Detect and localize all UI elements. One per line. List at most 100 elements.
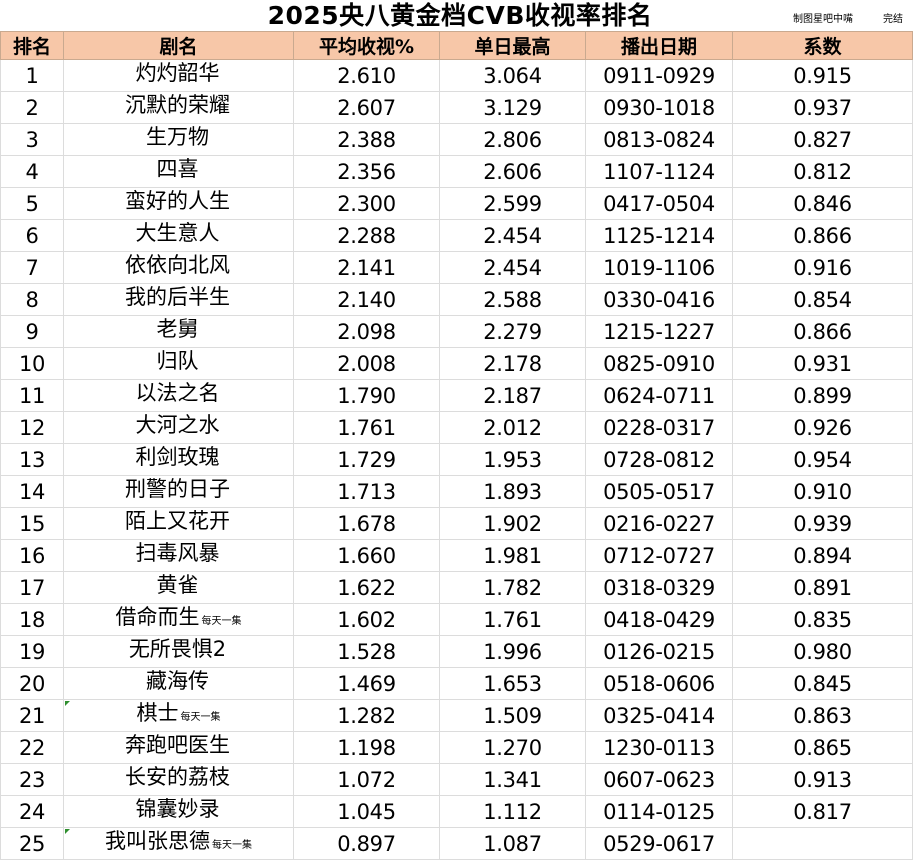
average-rating-cell: 2.607 — [293, 91, 440, 124]
coefficient-cell: 0.817 — [732, 795, 913, 828]
column-header-peak-rating: 单日最高 — [439, 31, 586, 60]
rank-cell: 1 — [0, 59, 64, 92]
coefficient-cell: 0.926 — [732, 411, 913, 444]
average-rating-cell: 1.469 — [293, 667, 440, 700]
page-title: 2025央八黄金档CVB收视率排名 — [267, 1, 653, 30]
drama-title: 生万物 — [146, 125, 209, 149]
peak-rating-cell: 1.953 — [439, 443, 586, 476]
title-cell: 黄雀 — [63, 571, 294, 604]
title-cell: 借命而生 每天一集 — [63, 603, 294, 636]
coefficient-cell — [732, 827, 913, 860]
rank-cell: 22 — [0, 731, 64, 764]
peak-rating-cell: 3.129 — [439, 91, 586, 124]
table-row: 7 依依向北风 2.141 2.454 1019-1106 0.916 — [0, 251, 913, 284]
peak-rating-cell: 1.761 — [439, 603, 586, 636]
drama-title: 老舅 — [156, 317, 199, 341]
peak-rating-cell: 1.509 — [439, 699, 586, 732]
rank-cell: 16 — [0, 539, 64, 572]
rank-cell: 3 — [0, 123, 64, 156]
rank-cell: 23 — [0, 763, 64, 796]
average-rating-cell: 1.528 — [293, 635, 440, 668]
air-dates-cell: 0911-0929 — [585, 59, 733, 92]
drama-title: 依依向北风 — [125, 253, 230, 277]
coefficient-cell: 0.916 — [732, 251, 913, 284]
rank-cell: 7 — [0, 251, 64, 284]
table-row: 23 长安的荔枝 1.072 1.341 0607-0623 0.913 — [0, 763, 913, 796]
table-row: 15 陌上又花开 1.678 1.902 0216-0227 0.939 — [0, 507, 913, 540]
column-header-rank: 排名 — [0, 31, 64, 60]
title-bar: 2025央八黄金档CVB收视率排名 制图星吧中嘴 完结 — [0, 0, 913, 32]
rank-cell: 18 — [0, 603, 64, 636]
title-cell: 无所畏惧2 — [63, 635, 294, 668]
drama-title: 四喜 — [156, 157, 199, 181]
average-rating-cell: 2.610 — [293, 59, 440, 92]
column-header-air-dates: 播出日期 — [585, 31, 733, 60]
coefficient-cell: 0.854 — [732, 283, 913, 316]
air-dates-cell: 0505-0517 — [585, 475, 733, 508]
table-row: 10 归队 2.008 2.178 0825-0910 0.931 — [0, 347, 913, 380]
drama-title: 以法之名 — [135, 381, 220, 405]
peak-rating-cell: 1.341 — [439, 763, 586, 796]
peak-rating-cell: 1.893 — [439, 475, 586, 508]
table-row: 17 黄雀 1.622 1.782 0318-0329 0.891 — [0, 571, 913, 604]
title-cell: 依依向北风 — [63, 251, 294, 284]
rank-cell: 13 — [0, 443, 64, 476]
table-row: 13 利剑玫瑰 1.729 1.953 0728-0812 0.954 — [0, 443, 913, 476]
coefficient-cell: 0.910 — [732, 475, 913, 508]
average-rating-cell: 1.282 — [293, 699, 440, 732]
table-row: 8 我的后半生 2.140 2.588 0330-0416 0.854 — [0, 283, 913, 316]
table-row: 16 扫毒风暴 1.660 1.981 0712-0727 0.894 — [0, 539, 913, 572]
average-rating-cell: 2.141 — [293, 251, 440, 284]
drama-title: 藏海传 — [146, 669, 209, 693]
title-cell: 沉默的荣耀 — [63, 91, 294, 124]
coefficient-cell: 0.846 — [732, 187, 913, 220]
status-label: 完结 — [883, 14, 903, 25]
rank-cell: 14 — [0, 475, 64, 508]
average-rating-cell: 1.198 — [293, 731, 440, 764]
title-cell: 四喜 — [63, 155, 294, 188]
average-rating-cell: 2.388 — [293, 123, 440, 156]
rank-cell: 10 — [0, 347, 64, 380]
table-row: 12 大河之水 1.761 2.012 0228-0317 0.926 — [0, 411, 913, 444]
air-dates-cell: 0825-0910 — [585, 347, 733, 380]
peak-rating-cell: 1.270 — [439, 731, 586, 764]
drama-title: 锦囊妙录 — [135, 797, 220, 821]
coefficient-cell: 0.954 — [732, 443, 913, 476]
peak-rating-cell: 2.012 — [439, 411, 586, 444]
table-row: 4 四喜 2.356 2.606 1107-1124 0.812 — [0, 155, 913, 188]
title-cell: 老舅 — [63, 315, 294, 348]
table-row: 2 沉默的荣耀 2.607 3.129 0930-1018 0.937 — [0, 91, 913, 124]
air-dates-cell: 0114-0125 — [585, 795, 733, 828]
average-rating-cell: 1.072 — [293, 763, 440, 796]
air-dates-cell: 1215-1227 — [585, 315, 733, 348]
peak-rating-cell: 2.279 — [439, 315, 586, 348]
peak-rating-cell: 2.588 — [439, 283, 586, 316]
coefficient-cell: 0.845 — [732, 667, 913, 700]
rank-cell: 11 — [0, 379, 64, 412]
drama-title: 归队 — [156, 349, 199, 373]
air-dates-cell: 1107-1124 — [585, 155, 733, 188]
coefficient-cell: 0.812 — [732, 155, 913, 188]
drama-title: 我的后半生 — [125, 285, 230, 309]
air-dates-cell: 0624-0711 — [585, 379, 733, 412]
title-cell: 大生意人 — [63, 219, 294, 252]
table-row: 9 老舅 2.098 2.279 1215-1227 0.866 — [0, 315, 913, 348]
drama-title: 大河之水 — [135, 413, 220, 437]
peak-rating-cell: 2.606 — [439, 155, 586, 188]
drama-title: 棋士 — [136, 701, 179, 725]
drama-title: 利剑玫瑰 — [135, 445, 220, 469]
peak-rating-cell: 2.454 — [439, 251, 586, 284]
coefficient-cell: 0.891 — [732, 571, 913, 604]
drama-title: 沉默的荣耀 — [125, 93, 230, 117]
peak-rating-cell: 2.187 — [439, 379, 586, 412]
table-row: 19 无所畏惧2 1.528 1.996 0126-0215 0.980 — [0, 635, 913, 668]
peak-rating-cell: 1.981 — [439, 539, 586, 572]
drama-title: 借命而生 — [115, 605, 200, 629]
coefficient-cell: 0.835 — [732, 603, 913, 636]
title-cell: 藏海传 — [63, 667, 294, 700]
air-dates-cell: 0330-0416 — [585, 283, 733, 316]
rank-cell: 17 — [0, 571, 64, 604]
title-cell: 以法之名 — [63, 379, 294, 412]
rank-cell: 4 — [0, 155, 64, 188]
table-row: 22 奔跑吧医生 1.198 1.270 1230-0113 0.865 — [0, 731, 913, 764]
